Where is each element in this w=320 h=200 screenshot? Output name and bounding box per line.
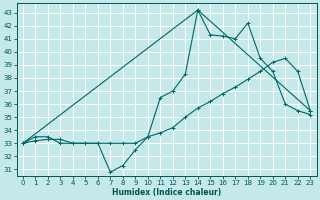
X-axis label: Humidex (Indice chaleur): Humidex (Indice chaleur) [112, 188, 221, 197]
